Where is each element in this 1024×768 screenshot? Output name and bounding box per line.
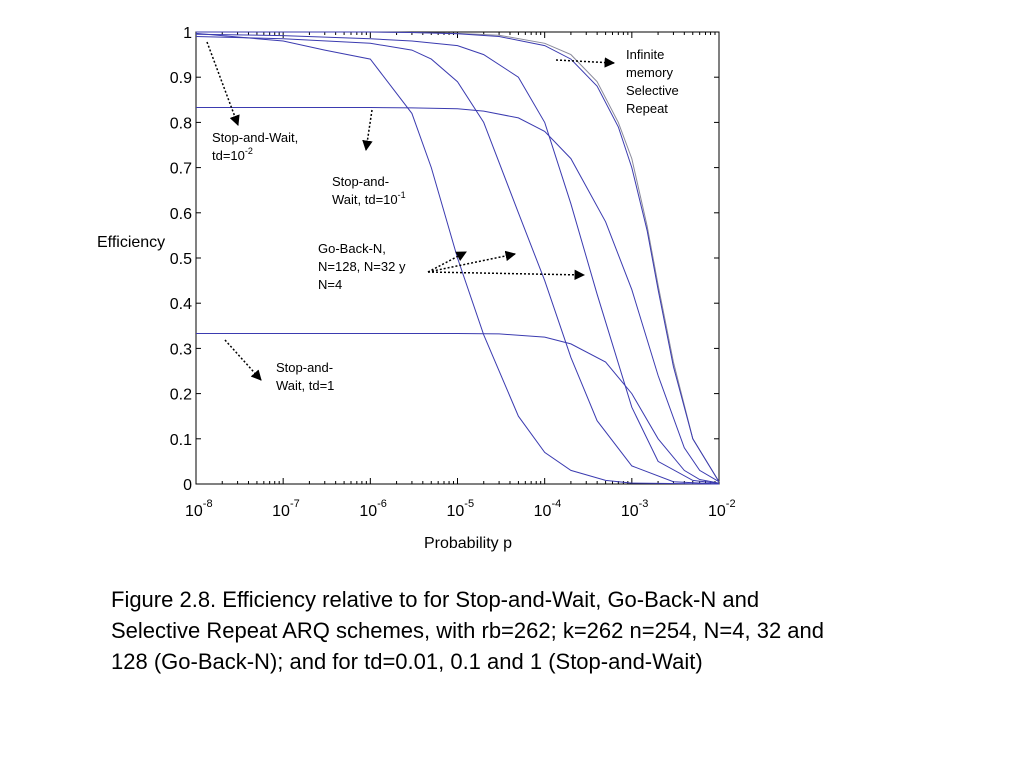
annotation-arrow [427,251,467,273]
annotation-arrow [427,269,586,281]
series-line [196,107,720,483]
y-tick-label: 0.4 [170,296,192,313]
annotation-go-back-n: Go-Back-N, N=128, N=32 y N=4 [318,241,586,292]
annotation-stop-and-wait-td-0-1: Stop-and- Wait, td=10-1 [332,109,406,207]
x-tick-label: 10-2 [708,498,736,520]
y-tick-label: 1 [183,25,192,42]
annotation-line: N=4 [318,277,342,292]
x-tick-label: 10-3 [621,498,649,520]
y-tick-label: 0.1 [170,432,192,449]
series-line [195,33,720,484]
annotation-arrow [427,250,517,273]
y-tick-label: 0.8 [170,115,192,132]
y-tick-label: 0.2 [170,387,192,404]
figure-caption: Figure 2.8. Efficiency relative to for S… [111,587,825,674]
y-tick-label: 0.7 [170,161,192,178]
annotation-text: td=10 [212,148,245,163]
annotation-line: Stop-and-Wait, [212,130,298,145]
y-tick-label: 0.5 [170,251,192,268]
y-tick-label: 0.6 [170,206,192,223]
series-lines [195,31,720,485]
annotation-line: Repeat [626,101,668,116]
y-tick-label: 0 [183,477,192,494]
series-line [195,36,720,485]
series-line [196,31,720,482]
series-line [195,32,720,485]
annotation-infinite-memory-selective-repeat: Infinite memory Selective Repeat [555,47,679,116]
annotation-line: Go-Back-N, [318,241,386,256]
annotation-arrow [224,339,262,381]
x-tick-label: 10-6 [359,498,387,520]
annotation-exponent: -2 [245,146,253,156]
x-tick-label: 10-4 [534,498,562,520]
annotation-stop-and-wait-td-1: Stop-and- Wait, td=1 [224,339,334,393]
annotation-line: Stop-and- [332,174,389,189]
annotation-arrow [555,57,616,68]
x-tick-label: 10-5 [447,498,475,520]
annotation-line: N=128, N=32 y [318,259,406,274]
annotation-line: Wait, td=10-1 [332,190,406,207]
annotation-line: memory [626,65,673,80]
y-tick-label: 0.3 [170,341,192,358]
y-axis: 0 0.1 0.2 0.3 0.4 0.5 0.6 0.7 0.8 0.9 1 [170,25,719,494]
annotation-line: Stop-and- [276,360,333,375]
x-axis-label: Probability p [424,535,512,552]
x-tick-label: 10-8 [185,498,213,520]
efficiency-chart: 00.10.20.30.40.50.60.70.80.91 10-8 10-7 10… [97,25,736,552]
annotation-exponent: -1 [398,190,406,200]
annotation-line: Wait, td=1 [276,378,334,393]
annotation-line: Selective [626,83,679,98]
x-tick-label: 10-7 [272,498,300,520]
annotation-line: td=10-2 [212,146,253,163]
y-tick-label: 0.9 [170,70,192,87]
series-line [196,333,720,484]
annotation-stop-and-wait-td-0-01: Stop-and-Wait, td=10-2 [206,41,298,163]
x-axis: 10-8 10-7 10-6 10-5 10-4 10-3 10-2 [185,32,736,520]
annotation-arrow [362,109,373,152]
annotation-arrow [206,41,240,126]
y-axis-label: Efficiency [97,234,165,251]
annotation-line: Infinite [626,47,664,62]
annotation-text: Wait, td=10 [332,192,398,207]
